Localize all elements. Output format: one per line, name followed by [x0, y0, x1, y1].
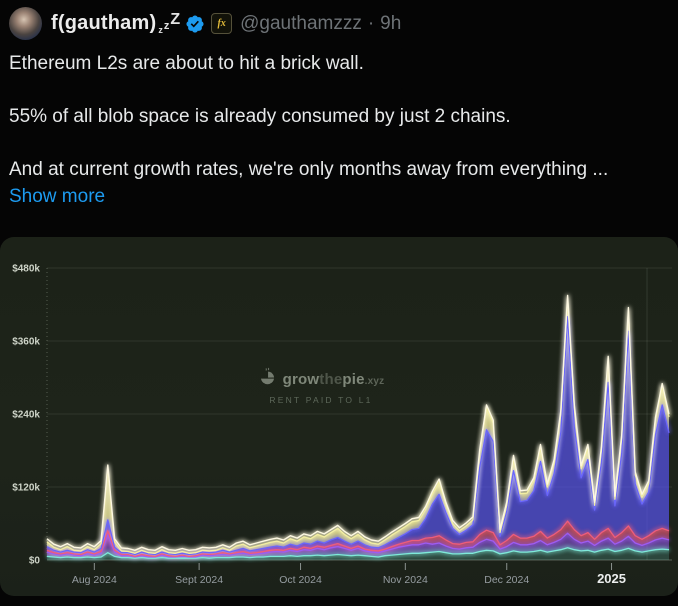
display-name-suffix-z1: z	[158, 24, 163, 35]
svg-text:Aug 2024: Aug 2024	[72, 574, 117, 586]
svg-text:2025: 2025	[597, 571, 626, 586]
show-more-link[interactable]: Show more	[9, 186, 106, 207]
user-handle[interactable]: @gauthamzzz	[240, 12, 362, 34]
tweet-header: f(gautham) z z Z fx @gauthamzzz · 9h	[9, 7, 401, 40]
display-name-suffix-z2: z	[163, 19, 170, 32]
name-row: f(gautham) z z Z fx @gauthamzzz · 9h	[51, 10, 401, 35]
timestamp[interactable]: 9h	[380, 12, 402, 34]
svg-text:$120k: $120k	[12, 483, 40, 494]
chart-axes-labels: $0 $120k $240k $360k $480k Aug 2024 Sept 2024 O…	[12, 264, 626, 587]
chart-series-lines	[46, 294, 670, 559]
svg-text:$480k: $480k	[12, 264, 40, 275]
svg-text:Nov 2024: Nov 2024	[383, 574, 428, 586]
display-name[interactable]: f(gautham)	[51, 12, 157, 34]
affiliate-badge-glyph: fx	[217, 18, 226, 29]
rent-paid-chart: $0 $120k $240k $360k $480k Aug 2024 Sept 2024 O…	[12, 264, 672, 587]
verified-badge-icon	[185, 14, 205, 34]
handle-group: @gauthamzzz · 9h	[240, 13, 401, 35]
tweet-text-line-2: 55% of all blob space is already consume…	[9, 106, 511, 127]
chart-media[interactable]: $0 $120k $240k $360k $480k Aug 2024 Sept 2024 O…	[0, 237, 678, 596]
svg-text:$360k: $360k	[12, 337, 40, 348]
tweet-text-line-1: Ethereum L2s are about to hit a brick wa…	[9, 53, 364, 74]
svg-text:Oct 2024: Oct 2024	[279, 574, 322, 586]
display-name-suffix-z3: Z	[170, 10, 181, 28]
chart-area-fills	[47, 298, 669, 560]
affiliate-badge-icon[interactable]: fx	[211, 13, 233, 34]
tweet-text-line-3: And at current growth rates, we're only …	[9, 159, 609, 180]
svg-text:Sept 2024: Sept 2024	[175, 574, 223, 586]
avatar[interactable]	[9, 7, 42, 40]
svg-text:$240k: $240k	[12, 410, 40, 421]
tweet-body: Ethereum L2s are about to hit a brick wa…	[9, 51, 671, 210]
svg-text:Dec 2024: Dec 2024	[484, 574, 529, 586]
svg-text:$0: $0	[29, 556, 41, 567]
chart-gridlines	[46, 267, 672, 561]
separator-dot: ·	[367, 12, 375, 34]
